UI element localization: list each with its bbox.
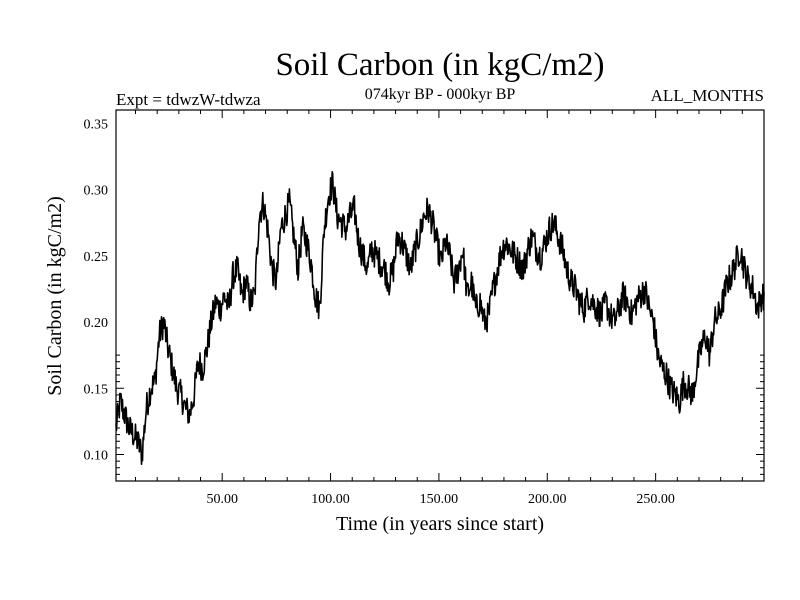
axis-tick-labels: 50.00 100.00 150.00 200.00 250.00 0.10 0.15 0.2… [84,117,675,507]
chart-title: Soil Carbon (in kgC/m2) [275,47,604,83]
x-tick-label: 100.00 [311,492,350,507]
x-tick-label: 200.00 [528,492,567,507]
y-tick-label: 0.30 [84,184,109,199]
y-tick-label: 0.35 [84,117,109,132]
x-tick-label: 50.00 [206,492,238,507]
x-axis-label: Time (in years since start) [336,513,544,535]
axis-ticks [116,110,764,481]
x-tick-label: 250.00 [636,492,675,507]
chart-subtitle: 074kyr BP - 000kyr BP [365,86,516,103]
x-tick-label: 150.00 [420,492,459,507]
experiment-label: Expt = tdwzW-tdwza [116,90,261,109]
plot-frame [115,109,765,482]
y-tick-label: 0.25 [84,250,109,265]
y-tick-label: 0.10 [84,449,109,464]
series-line [115,171,765,465]
y-tick-label: 0.20 [84,316,109,331]
y-tick-label: 0.15 [84,382,109,397]
y-axis-label: Soil Carbon (in kgC/m2) [44,196,66,395]
months-label: ALL_MONTHS [651,86,764,105]
